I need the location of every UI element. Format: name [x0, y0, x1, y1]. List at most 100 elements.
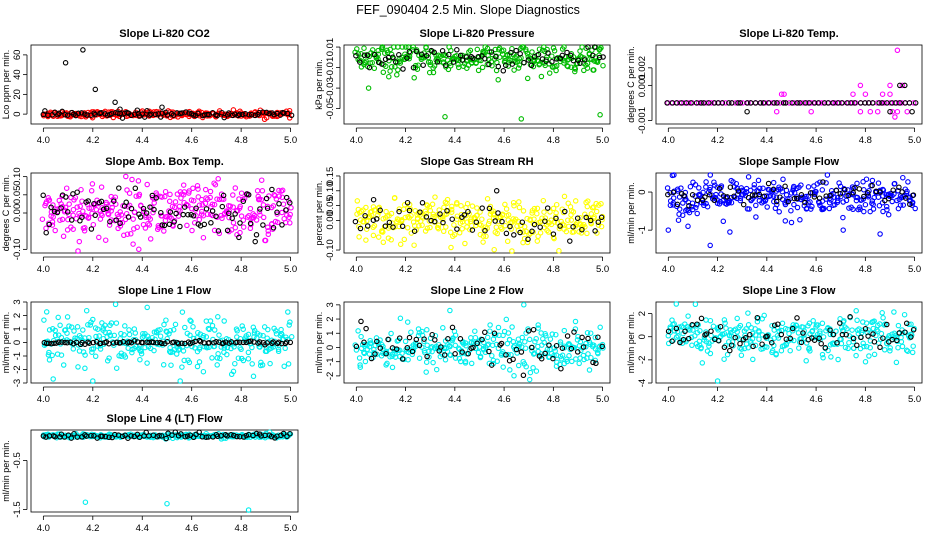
data-point: [537, 224, 543, 230]
data-point: [258, 196, 265, 203]
data-point: [279, 331, 285, 338]
data-point: [379, 61, 385, 67]
data-point: [727, 229, 733, 235]
data-point: [737, 340, 743, 347]
data-point: [276, 201, 282, 207]
data-point: [237, 220, 243, 226]
data-point: [445, 336, 451, 342]
data-point: [568, 217, 575, 223]
data-point: [848, 100, 854, 106]
data-point: [43, 434, 49, 440]
data-point: [755, 177, 762, 184]
data-point: [55, 332, 62, 338]
data-point: [113, 217, 119, 223]
points-group: [665, 301, 917, 384]
data-point: [70, 226, 76, 232]
data-point: [880, 315, 886, 321]
data-point: [754, 314, 761, 321]
data-point: [91, 201, 97, 207]
x-tick-label: 4.4: [448, 264, 461, 275]
data-point: [865, 333, 871, 339]
data-point: [229, 215, 235, 221]
data-point: [681, 192, 687, 199]
data-point: [157, 333, 164, 339]
data-point: [599, 216, 605, 223]
data-point: [598, 201, 604, 207]
data-point: [75, 110, 82, 117]
data-point: [266, 110, 272, 117]
data-point: [216, 230, 223, 237]
data-point: [194, 363, 201, 370]
data-point: [508, 49, 514, 56]
data-point: [186, 190, 192, 196]
x-tick-label: 5.0: [284, 264, 297, 275]
data-point: [65, 216, 71, 223]
data-point: [271, 192, 277, 198]
data-point: [847, 314, 853, 320]
data-point: [377, 207, 383, 214]
data-point: [451, 222, 457, 228]
data-point: [236, 234, 242, 241]
data-point: [423, 53, 430, 59]
data-point: [798, 339, 805, 346]
data-point: [95, 326, 101, 332]
data-point: [673, 334, 680, 340]
data-point: [705, 100, 712, 106]
data-point: [380, 229, 386, 235]
data-point: [168, 362, 174, 368]
data-point: [420, 215, 426, 221]
data-point: [862, 359, 869, 365]
data-point: [894, 108, 901, 115]
data-point: [487, 322, 493, 328]
data-point: [263, 109, 270, 116]
data-point: [167, 327, 174, 334]
data-point: [448, 206, 455, 213]
data-point: [240, 326, 246, 332]
data-point: [857, 108, 864, 115]
data-point: [863, 176, 870, 182]
data-point: [905, 348, 911, 354]
data-point: [495, 210, 501, 216]
y-tick-label: -0.10: [12, 239, 23, 261]
data-point: [887, 348, 893, 354]
data-point: [600, 62, 606, 69]
data-point: [123, 173, 129, 180]
data-point: [714, 378, 721, 384]
data-point: [70, 346, 77, 352]
data-point: [216, 332, 222, 338]
data-point: [557, 223, 563, 229]
x-tick-label: 4.8: [235, 264, 248, 275]
y-axis: -10: [637, 189, 653, 234]
x-tick-label: 4.8: [235, 523, 248, 534]
data-point: [745, 310, 751, 316]
y-tick-label: -0.5: [12, 452, 23, 468]
data-point: [818, 340, 824, 347]
data-point: [721, 317, 728, 323]
data-point: [190, 198, 197, 204]
data-point: [734, 329, 740, 335]
data-point: [579, 334, 585, 341]
data-point: [561, 327, 568, 334]
data-point: [140, 205, 147, 212]
data-point: [431, 49, 437, 56]
data-point: [122, 354, 129, 360]
data-point: [499, 218, 505, 225]
data-point: [172, 199, 179, 205]
data-point: [577, 60, 583, 66]
x-tick-label: 4.2: [86, 523, 99, 534]
y-tick-label: -1: [12, 352, 23, 360]
data-point: [372, 351, 378, 357]
data-point: [505, 351, 511, 358]
data-point: [484, 342, 491, 348]
data-point: [421, 336, 427, 342]
data-point: [756, 191, 763, 198]
data-point: [708, 100, 714, 106]
data-point: [68, 217, 75, 223]
data-point: [456, 230, 463, 236]
data-point: [800, 100, 806, 106]
data-point: [861, 193, 867, 200]
data-point: [75, 364, 81, 370]
data-point: [231, 432, 237, 439]
data-point: [234, 339, 240, 345]
